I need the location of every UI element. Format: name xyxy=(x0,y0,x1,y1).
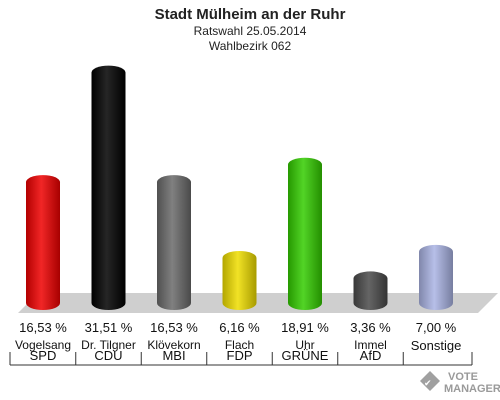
candidate-label: Klövekorn xyxy=(147,338,200,352)
value-label: 6,16 % xyxy=(219,320,260,335)
party-label: GRÜNE xyxy=(282,348,329,363)
candidate-label: Immel xyxy=(354,338,387,352)
chart-title: Stadt Mülheim an der Ruhr xyxy=(155,6,346,23)
logo-text-vote: VOTE xyxy=(448,371,478,383)
chart-subtitle-date: Ratswahl 25.05.2014 xyxy=(194,24,307,38)
value-label: 16,53 % xyxy=(19,320,67,335)
bar-fdp xyxy=(222,250,257,311)
vote-manager-logo: ✔ VOTE MANAGER xyxy=(420,371,500,395)
value-label: 16,53 % xyxy=(150,320,198,335)
party-label: AfD xyxy=(360,348,382,363)
candidate-label: Flach xyxy=(225,338,254,352)
logo-diamond-icon xyxy=(420,371,440,391)
party-label: MBI xyxy=(162,348,185,363)
chart-subtitle-district: Wahlbezirk 062 xyxy=(209,39,292,53)
logo-check-icon: ✔ xyxy=(424,378,432,388)
bar-afd xyxy=(353,271,388,311)
value-label: 31,51 % xyxy=(85,320,133,335)
bar-sonstige xyxy=(419,244,453,310)
bar-spd xyxy=(26,175,60,310)
bar-grüne xyxy=(288,157,322,310)
value-label: 18,91 % xyxy=(281,320,329,335)
party-label: CDU xyxy=(94,348,122,363)
party-label: SPD xyxy=(30,348,57,363)
bar-mbi xyxy=(157,175,191,310)
party-label: Sonstige xyxy=(411,338,462,353)
party-label: FDP xyxy=(227,348,253,363)
candidate-label: Dr. Tilgner xyxy=(81,338,136,352)
logo-text-manager: MANAGER xyxy=(444,383,500,395)
value-label: 3,36 % xyxy=(350,320,391,335)
candidate-label: Vogelsang xyxy=(15,338,71,352)
value-label: 7,00 % xyxy=(416,320,457,335)
candidate-label: Uhr xyxy=(295,338,314,352)
bars-group xyxy=(26,65,453,311)
bar-cdu xyxy=(91,65,126,311)
